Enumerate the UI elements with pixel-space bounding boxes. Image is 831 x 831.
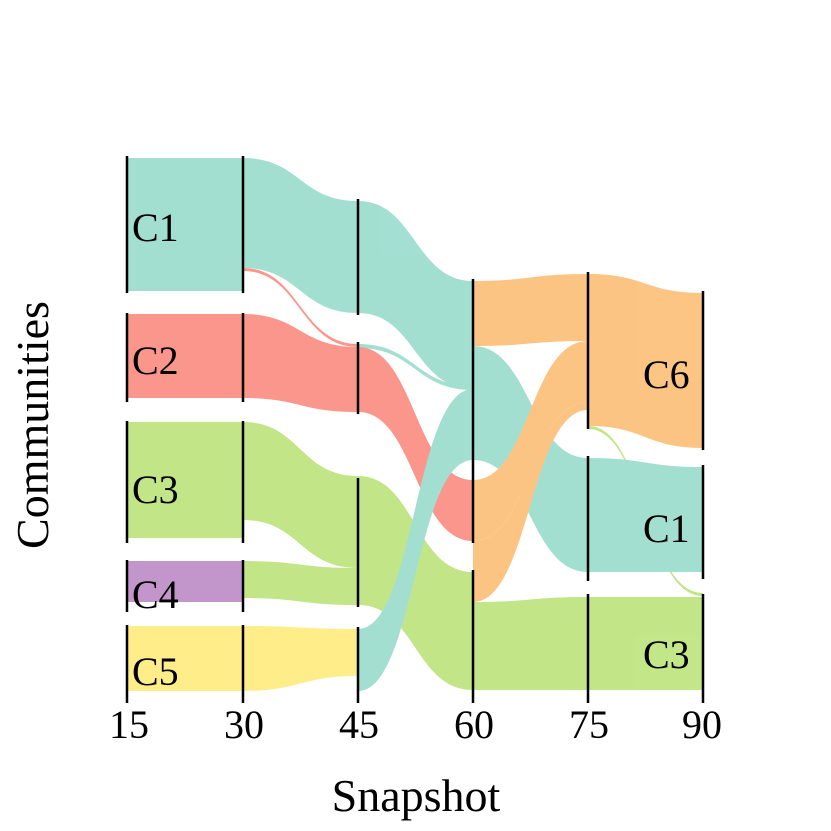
flow-c3-15-30 bbox=[127, 422, 243, 538]
label-c3-right: C3 bbox=[643, 632, 690, 677]
label-c5-left: C5 bbox=[132, 649, 179, 694]
flow-c1-30-45 bbox=[243, 158, 358, 313]
label-c1-right: C1 bbox=[643, 506, 690, 551]
flow-c2-45-60 bbox=[358, 347, 473, 541]
tick-90: 90 bbox=[682, 702, 722, 747]
tick-75: 75 bbox=[569, 702, 609, 747]
flows bbox=[127, 158, 703, 691]
flow-c3-30-45 bbox=[243, 422, 358, 568]
community-labels: C1 C2 C3 C4 C5 C6 C1 C3 bbox=[132, 205, 690, 694]
flow-c1-c2-30-45 bbox=[243, 268, 358, 347]
x-axis-title: Snapshot bbox=[332, 770, 501, 821]
flow-c5-15-30 bbox=[127, 626, 243, 691]
snapshot-bars bbox=[125, 156, 705, 703]
flow-c3-45-60 bbox=[358, 476, 473, 690]
tick-30: 30 bbox=[224, 702, 264, 747]
flow-c5-45-60 bbox=[358, 389, 473, 691]
y-axis-title: Communities bbox=[7, 301, 58, 549]
x-ticks: 15 30 45 60 75 90 bbox=[109, 702, 722, 747]
tick-15: 15 bbox=[109, 702, 149, 747]
flow-c3-75-90 bbox=[588, 597, 703, 690]
flow-c1-75-90 bbox=[588, 458, 703, 572]
flow-c1-45-60 bbox=[358, 201, 473, 389]
flow-c4-15-30 bbox=[127, 561, 243, 602]
label-c1-left: C1 bbox=[132, 205, 179, 250]
flow-c1-15-30 bbox=[127, 158, 243, 291]
flow-c5-30-45 bbox=[243, 626, 358, 691]
flow-c2-15-30 bbox=[127, 314, 243, 398]
label-c6-right: C6 bbox=[643, 352, 690, 397]
flow-c6-60-75 bbox=[473, 274, 588, 346]
tick-45: 45 bbox=[339, 702, 379, 747]
flow-c3-60-75 bbox=[473, 597, 588, 690]
flow-c6-75-90 bbox=[588, 274, 703, 448]
label-c2-left: C2 bbox=[132, 338, 179, 383]
label-c3-left: C3 bbox=[132, 467, 179, 512]
tick-60: 60 bbox=[454, 702, 494, 747]
flow-c3-c6-60-75 bbox=[473, 402, 588, 602]
flow-c2-30-45 bbox=[243, 314, 358, 412]
flow-c2-c6-60-75 bbox=[473, 341, 588, 541]
label-c4-left: C4 bbox=[132, 572, 179, 617]
flow-c2-c1-45-60 bbox=[358, 344, 473, 390]
flow-c4-30-45 bbox=[243, 561, 358, 605]
